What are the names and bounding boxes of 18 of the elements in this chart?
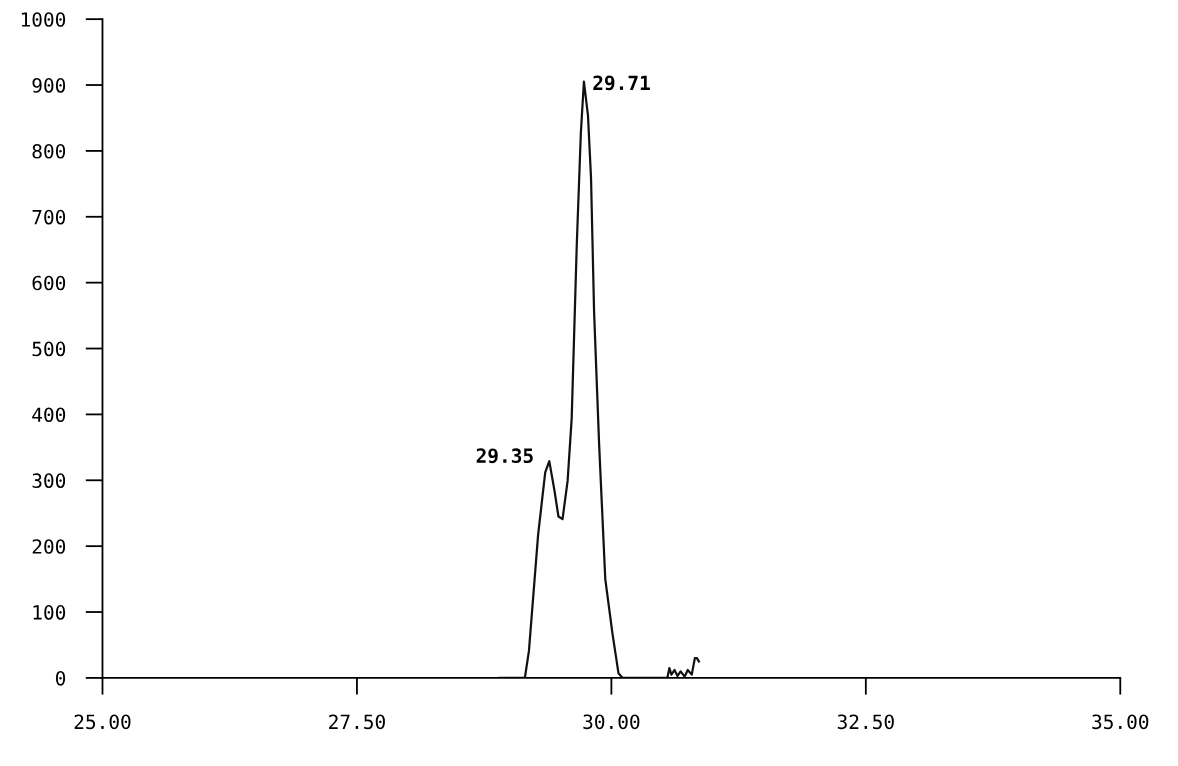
y-tick-label: 100	[33, 605, 66, 620]
x-tick-label: 25.00	[74, 714, 131, 730]
x-tick-label: 27.50	[329, 714, 385, 730]
y-tick-label: 400	[32, 407, 66, 423]
y-tick-label: 800	[32, 143, 66, 159]
y-tick-label: 300	[32, 473, 66, 488]
y-tick-label: 1000	[21, 12, 66, 27]
y-tick-label: 600	[32, 275, 66, 291]
y-tick-label: 500	[32, 341, 66, 357]
x-tick-label: 32.50	[837, 714, 894, 730]
annotation: 29.35	[476, 448, 533, 464]
y-tick-label: 200	[32, 539, 66, 554]
annotation: 29.71	[593, 75, 650, 91]
y-tick-label: 900	[32, 78, 66, 93]
x-tick-label: 35.00	[1092, 714, 1149, 730]
x-tick-label: 30.00	[583, 714, 640, 730]
y-tick-label: 700	[32, 209, 66, 225]
y-tick-label: 0	[55, 670, 66, 686]
